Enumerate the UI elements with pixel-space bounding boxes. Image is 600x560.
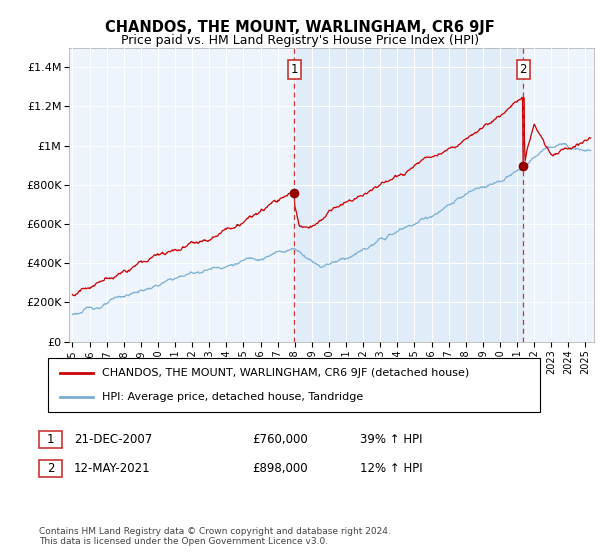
Text: 12% ↑ HPI: 12% ↑ HPI (360, 462, 422, 475)
Text: 2: 2 (520, 63, 527, 76)
Text: £760,000: £760,000 (252, 433, 308, 446)
Text: 1: 1 (47, 433, 54, 446)
Text: £898,000: £898,000 (252, 462, 308, 475)
Text: 2: 2 (47, 462, 54, 475)
Text: 21-DEC-2007: 21-DEC-2007 (74, 433, 152, 446)
Text: 12-MAY-2021: 12-MAY-2021 (74, 462, 151, 475)
Text: Contains HM Land Registry data © Crown copyright and database right 2024.
This d: Contains HM Land Registry data © Crown c… (39, 526, 391, 546)
Text: 39% ↑ HPI: 39% ↑ HPI (360, 433, 422, 446)
Text: Price paid vs. HM Land Registry's House Price Index (HPI): Price paid vs. HM Land Registry's House … (121, 34, 479, 46)
Text: HPI: Average price, detached house, Tandridge: HPI: Average price, detached house, Tand… (102, 391, 363, 402)
Text: CHANDOS, THE MOUNT, WARLINGHAM, CR6 9JF (detached house): CHANDOS, THE MOUNT, WARLINGHAM, CR6 9JF … (102, 368, 469, 379)
Text: CHANDOS, THE MOUNT, WARLINGHAM, CR6 9JF: CHANDOS, THE MOUNT, WARLINGHAM, CR6 9JF (105, 20, 495, 35)
Text: 1: 1 (290, 63, 298, 76)
Bar (294, 48, 523, 342)
